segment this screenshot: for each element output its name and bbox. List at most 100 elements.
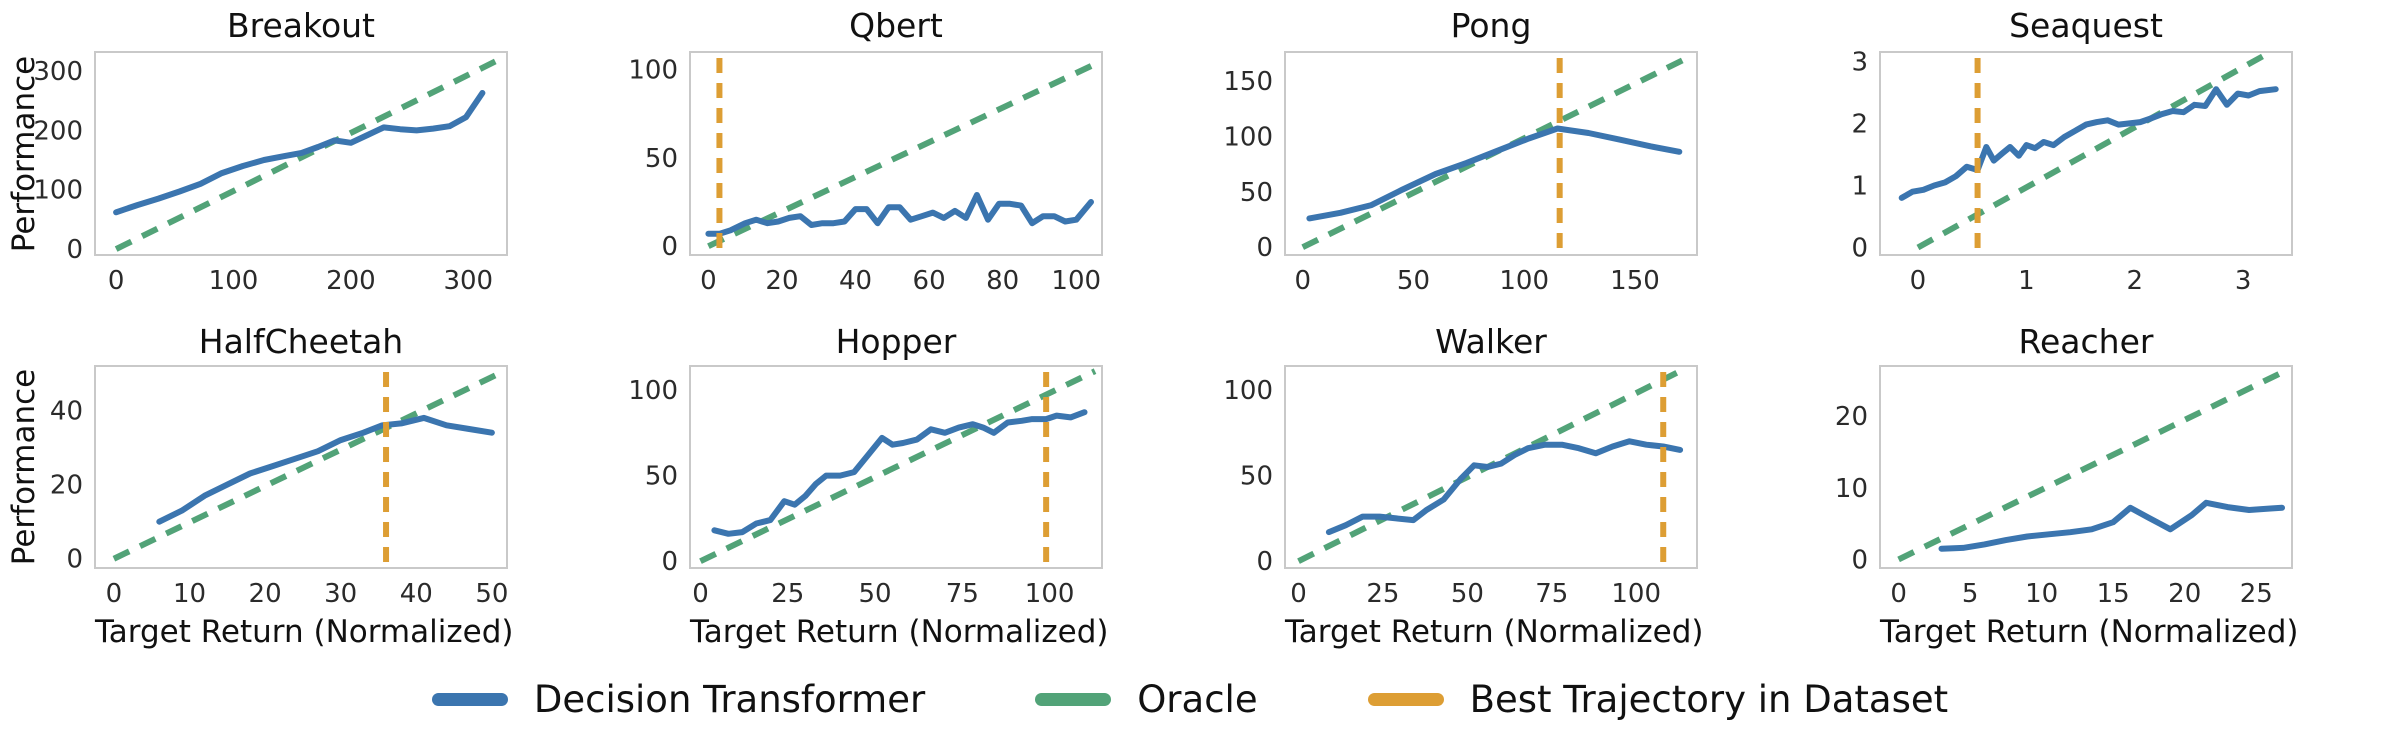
svg-text:50: 50 <box>475 579 508 609</box>
plot-area-walker: 0 50 100 0 25 50 75 100 <box>1223 365 1698 609</box>
svg-text:20: 20 <box>249 579 282 609</box>
solid-line-swatch-icon <box>431 693 508 706</box>
subplot-title-seaquest: Seaquest <box>2009 6 2163 45</box>
svg-text:100: 100 <box>1611 579 1661 609</box>
svg-text:80: 80 <box>986 266 1019 296</box>
subplot-title-hopper: Hopper <box>835 322 957 361</box>
subplot-breakout: Performance Breakout 0 100 200 300 0 100 200 30… <box>0 0 595 320</box>
svg-text:0: 0 <box>66 235 83 265</box>
svg-text:150: 150 <box>1610 266 1660 296</box>
svg-text:50: 50 <box>1240 462 1273 492</box>
x-axis-label: Target Return (Normalized) <box>95 614 514 650</box>
svg-text:100: 100 <box>628 376 678 406</box>
svg-text:30: 30 <box>324 579 357 609</box>
subplot-halfcheetah: Performance HalfCheetah 0 20 40 0 10 20 30 40 50… <box>0 320 595 660</box>
subplot-title-qbert: Qbert <box>849 6 943 45</box>
svg-text:0: 0 <box>1851 234 1868 264</box>
svg-text:75: 75 <box>946 579 979 609</box>
svg-text:2: 2 <box>1851 109 1868 139</box>
svg-text:5: 5 <box>1962 579 1979 609</box>
svg-text:0: 0 <box>1256 233 1273 263</box>
svg-text:100: 100 <box>1223 376 1273 406</box>
legend-item-best-trajectory: Best Trajectory in Dataset <box>1367 678 1949 721</box>
plot-area-breakout: 0 100 200 300 0 100 200 300 <box>33 51 508 296</box>
legend: Decision Transformer Oracle Best Traject… <box>0 660 2380 739</box>
subplot-title-halfcheetah: HalfCheetah <box>198 322 404 361</box>
svg-text:100: 100 <box>628 56 678 86</box>
svg-text:3: 3 <box>2235 266 2252 296</box>
svg-text:50: 50 <box>645 144 678 174</box>
svg-text:0: 0 <box>106 579 123 609</box>
svg-text:50: 50 <box>859 579 892 609</box>
subplot-title-walker: Walker <box>1435 322 1547 361</box>
svg-text:60: 60 <box>913 266 946 296</box>
svg-text:15: 15 <box>2097 579 2130 609</box>
svg-text:0: 0 <box>1851 545 1868 575</box>
svg-text:20: 20 <box>50 471 83 501</box>
subplot-title-breakout: Breakout <box>227 6 375 45</box>
legend-item-oracle: Oracle <box>1035 678 1258 721</box>
svg-text:0: 0 <box>1910 266 1927 296</box>
svg-text:10: 10 <box>1835 474 1868 504</box>
svg-text:300: 300 <box>443 266 493 296</box>
dashed-line-swatch-icon <box>1367 693 1444 706</box>
svg-text:100: 100 <box>1025 579 1075 609</box>
plot-area-hopper: 0 50 100 0 25 50 75 100 <box>628 365 1103 609</box>
svg-text:3: 3 <box>1851 47 1868 77</box>
plot-area-halfcheetah: 0 20 40 0 10 20 30 40 50 <box>50 365 508 609</box>
svg-text:20: 20 <box>2168 579 2201 609</box>
subplot-qbert: Qbert 0 50 100 0 20 40 60 80 100 <box>595 0 1190 320</box>
x-axis-label: Target Return (Normalized) <box>1880 614 2299 650</box>
svg-text:100: 100 <box>1499 266 1549 296</box>
legend-label: Oracle <box>1137 678 1258 721</box>
subplot-hopper: Hopper 0 50 100 0 25 50 75 100 Target Return (N… <box>595 320 1190 660</box>
subplot-walker: Walker 0 50 100 0 25 50 75 100 Target Return (N… <box>1190 320 1785 660</box>
svg-text:25: 25 <box>771 579 804 609</box>
svg-text:0: 0 <box>661 547 678 577</box>
subplot-title-pong: Pong <box>1450 6 1532 45</box>
plot-area-reacher: 0 10 20 0 5 10 15 20 25 <box>1835 365 2293 609</box>
svg-text:0: 0 <box>1290 579 1307 609</box>
svg-text:100: 100 <box>1223 122 1273 152</box>
svg-text:100: 100 <box>33 176 83 206</box>
svg-text:20: 20 <box>765 266 798 296</box>
subplot-title-reacher: Reacher <box>2018 322 2154 361</box>
svg-text:300: 300 <box>33 57 83 87</box>
svg-text:20: 20 <box>1835 402 1868 432</box>
svg-text:40: 40 <box>400 579 433 609</box>
svg-text:200: 200 <box>326 266 376 296</box>
svg-text:100: 100 <box>1051 266 1101 296</box>
svg-text:0: 0 <box>108 266 125 296</box>
svg-text:0: 0 <box>1294 266 1311 296</box>
x-axis-label: Target Return (Normalized) <box>1285 614 1704 650</box>
svg-text:40: 40 <box>50 396 83 426</box>
legend-label: Best Trajectory in Dataset <box>1469 678 1949 721</box>
svg-text:10: 10 <box>2025 579 2058 609</box>
subplot-seaquest: Seaquest 0 1 2 3 0 1 2 3 <box>1785 0 2380 320</box>
svg-text:50: 50 <box>645 462 678 492</box>
legend-label: Decision Transformer <box>533 678 926 721</box>
svg-text:0: 0 <box>692 579 709 609</box>
svg-text:50: 50 <box>1397 266 1430 296</box>
svg-text:40: 40 <box>839 266 872 296</box>
svg-text:0: 0 <box>661 232 678 262</box>
svg-text:100: 100 <box>209 266 259 296</box>
svg-text:0: 0 <box>700 266 717 296</box>
svg-text:1: 1 <box>2018 266 2035 296</box>
svg-text:50: 50 <box>1451 579 1484 609</box>
svg-text:50: 50 <box>1240 178 1273 208</box>
svg-text:150: 150 <box>1223 67 1273 97</box>
plot-area-qbert: 0 50 100 0 20 40 60 80 100 <box>628 51 1103 296</box>
svg-text:0: 0 <box>1256 547 1273 577</box>
svg-text:25: 25 <box>1366 579 1399 609</box>
svg-text:10: 10 <box>173 579 206 609</box>
x-axis-label: Target Return (Normalized) <box>690 614 1109 650</box>
svg-text:75: 75 <box>1535 579 1568 609</box>
svg-text:1: 1 <box>1851 171 1868 201</box>
svg-text:200: 200 <box>33 116 83 146</box>
dashed-line-swatch-icon <box>1035 693 1112 706</box>
svg-text:0: 0 <box>66 545 83 575</box>
subplot-reacher: Reacher 0 10 20 0 5 10 15 20 25 Target Return (N… <box>1785 320 2380 660</box>
svg-text:25: 25 <box>2240 579 2273 609</box>
